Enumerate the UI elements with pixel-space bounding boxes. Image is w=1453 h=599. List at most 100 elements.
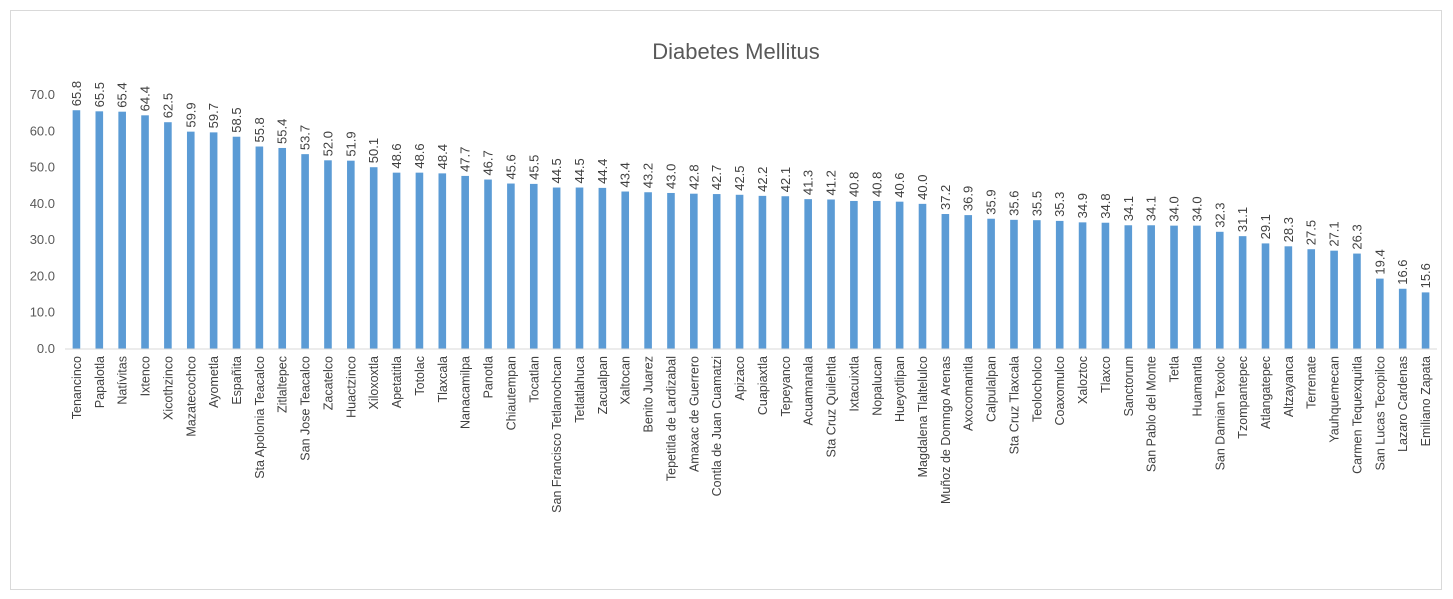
x-tick-label: Chiautempan (504, 356, 518, 430)
bar (1353, 253, 1361, 349)
x-tick-label: Sta Apolonia Teacalco (253, 356, 267, 479)
x-tick-label: Muñoz de Domngo Arenas (939, 356, 953, 504)
x-tick-label: Ayometla (207, 356, 221, 408)
x-tick-label: Calpulalpan (985, 356, 999, 422)
data-label: 40.6 (892, 172, 907, 197)
x-tick-label: Tepetitla de Lardizabal (664, 356, 678, 481)
bar (1124, 225, 1133, 349)
bar (964, 215, 973, 349)
x-tick-label: Xaltocan (619, 356, 633, 405)
chart-title: Diabetes Mellitus (652, 39, 820, 64)
data-label: 55.8 (252, 117, 267, 142)
x-tick-label: Hueyotlipan (893, 356, 907, 422)
data-label: 42.7 (709, 165, 724, 190)
x-tick-label: Sta Cruz Tlaxcala (1007, 356, 1021, 454)
data-label: 35.3 (1052, 192, 1067, 217)
x-axis-labels: Tenancinco Papalotla Natívitas Ixtenco Xicot… (70, 356, 1433, 513)
x-tick-label: Lazaro Cardenas (1396, 356, 1410, 452)
bar (827, 199, 835, 349)
data-label: 46.7 (481, 150, 496, 175)
data-label: 62.5 (160, 93, 175, 118)
y-tick-label: 40.0 (30, 196, 55, 211)
x-tick-label: Xiloxoxtla (367, 356, 381, 410)
x-tick-label: Tlaxcala (436, 356, 450, 403)
bar (164, 122, 172, 349)
bar (347, 160, 355, 349)
bar (1010, 219, 1018, 349)
x-tick-label: San Francisco Tetlanochcan (550, 356, 564, 513)
x-tick-label: Cuapiaxtla (756, 356, 770, 415)
data-label: 34.1 (1121, 196, 1136, 221)
bar (804, 199, 812, 349)
data-label: 29.1 (1258, 214, 1273, 239)
x-tick-label: Tocatlan (527, 356, 541, 403)
data-label: 59.7 (206, 103, 221, 128)
y-tick-label: 50.0 (30, 160, 55, 175)
data-label: 43.2 (641, 163, 656, 188)
y-tick-label: 20.0 (30, 268, 55, 283)
data-label: 65.8 (69, 81, 84, 106)
x-tick-label: Totolac (413, 356, 427, 396)
x-tick-label: Emiliano Zapata (1419, 356, 1433, 446)
x-tick-label: Xicothzinco (161, 356, 175, 420)
data-label: 53.7 (298, 125, 313, 150)
bar (941, 214, 950, 349)
data-labels: 65.8 65.5 65.4 64.4 62.5 59.9 59.7 58.5 55.8 55.4… (69, 81, 1433, 288)
x-tick-label: Xaloztoc (1076, 356, 1090, 404)
x-tick-label: Mazatecochco (184, 356, 198, 437)
data-label: 19.4 (1372, 249, 1387, 274)
data-label: 34.0 (1167, 196, 1182, 221)
bar-chart: Diabetes Mellitus 0.0 10.0 20.0 30.0 40.0 50.… (30, 39, 1437, 513)
x-tick-label: Panotla (482, 356, 496, 398)
x-tick-label: Tepeyanco (779, 356, 793, 417)
data-label: 37.2 (938, 185, 953, 210)
x-tick-label: Benito Juarez (642, 356, 656, 432)
x-tick-label: Papalotla (93, 356, 107, 408)
data-label: 34.9 (1075, 193, 1090, 218)
data-label: 40.0 (915, 175, 930, 200)
chart-frame: Diabetes Mellitus 0.0 10.0 20.0 30.0 40.0 50.… (10, 10, 1442, 590)
bar (278, 147, 287, 349)
x-tick-label: Terrenate (1305, 356, 1319, 409)
x-tick-label: Coaxomulco (1053, 356, 1067, 426)
bar (1421, 292, 1430, 349)
bar (438, 173, 447, 349)
x-tick-label: Tetla (1168, 356, 1182, 382)
bar (415, 172, 424, 349)
x-tick-label: Teolocholco (1030, 356, 1044, 422)
bar (1261, 243, 1270, 349)
bar (575, 187, 584, 349)
y-tick-label: 0.0 (37, 341, 55, 356)
data-label: 58.5 (229, 107, 244, 132)
data-label: 40.8 (869, 172, 884, 197)
bar (1307, 249, 1316, 349)
bar (552, 187, 561, 349)
bar (529, 183, 538, 349)
bar (987, 218, 995, 349)
x-tick-label: Nanacamilpa (459, 356, 473, 429)
data-label: 42.8 (686, 164, 701, 189)
data-label: 40.8 (846, 172, 861, 197)
data-label: 51.9 (343, 131, 358, 156)
bar (690, 193, 698, 349)
bar (232, 136, 241, 349)
bar (1398, 288, 1407, 349)
data-label: 35.5 (1029, 191, 1044, 216)
bars (72, 110, 1430, 350)
x-tick-label: San Jose Teacalco (299, 356, 313, 461)
data-label: 27.1 (1327, 221, 1342, 246)
bar (918, 203, 927, 349)
bar (1330, 250, 1338, 349)
data-label: 52.0 (320, 131, 335, 156)
data-label: 31.1 (1235, 207, 1250, 232)
data-label: 44.4 (595, 159, 610, 184)
bar (301, 154, 309, 349)
bar (209, 132, 218, 349)
bar (186, 131, 195, 349)
x-tick-label: Apizaco (733, 356, 747, 401)
data-label: 48.6 (412, 143, 427, 168)
bar (712, 194, 721, 349)
y-tick-label: 70.0 (30, 87, 55, 102)
x-tick-label: Atlangatepec (1259, 356, 1273, 429)
data-label: 42.2 (755, 167, 770, 192)
